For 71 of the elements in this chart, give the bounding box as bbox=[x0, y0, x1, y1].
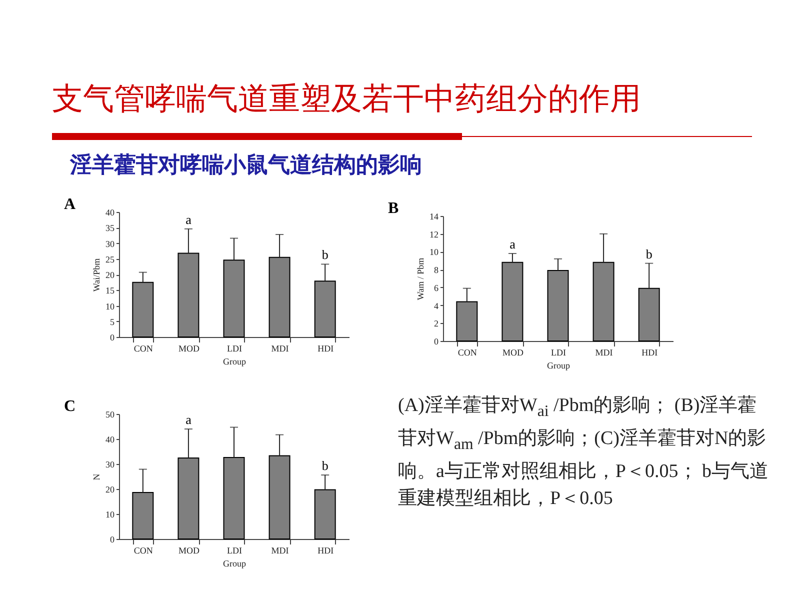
x-tick-label: MOD bbox=[178, 546, 200, 556]
y-tick-label: 40 bbox=[106, 434, 115, 444]
x-tick-label: MDI bbox=[595, 348, 613, 358]
x-tick-label: HDI bbox=[642, 348, 658, 358]
y-tick-label: 30 bbox=[106, 460, 115, 470]
text: 支气管哮喘气道重塑及若干中药组分的作用 bbox=[52, 80, 641, 119]
x-tick-label: MOD bbox=[178, 344, 200, 354]
annotation: a bbox=[186, 212, 192, 227]
y-tick-label: 15 bbox=[106, 286, 115, 296]
y-tick-label: 40 bbox=[106, 208, 115, 218]
x-tick-label: CON bbox=[134, 344, 154, 354]
bar bbox=[456, 301, 478, 342]
y-tick-label: 25 bbox=[106, 254, 115, 264]
y-tick-label: 10 bbox=[106, 301, 115, 312]
bar bbox=[547, 270, 569, 342]
y-axis-title: Wai/Pbm bbox=[92, 258, 102, 292]
y-tick-label: 0 bbox=[110, 534, 115, 544]
bar bbox=[178, 252, 200, 338]
x-tick-label: HDI bbox=[318, 546, 334, 556]
y-tick-label: 30 bbox=[106, 238, 115, 249]
y-tick-label: 20 bbox=[106, 270, 115, 280]
bar bbox=[502, 262, 524, 342]
y-axis-title: Wam / Pbm bbox=[416, 258, 426, 300]
y-tick-label: 4 bbox=[434, 300, 439, 311]
y-tick-label: 6 bbox=[434, 282, 439, 293]
annotation: b bbox=[322, 458, 328, 473]
x-tick-label: MOD bbox=[502, 348, 524, 358]
text: (A)淫羊藿苷对W$_{ai}$ /Pbm的影响； (B)淫羊藿苷对W$_{am}$ /Pbm的影响；(C)淫羊藿苷对N的影响。a与正常对照组相比，P＜0.05； b与气道重建模型组相比，P＜0.05 bbox=[398, 395, 768, 509]
x-tick-label: MDI bbox=[271, 344, 289, 354]
bar bbox=[178, 458, 200, 540]
bar bbox=[268, 256, 290, 338]
y-tick-label: 35 bbox=[106, 223, 115, 234]
y-tick-label: 10 bbox=[106, 510, 115, 520]
y-tick-label: 0 bbox=[434, 336, 439, 346]
x-tick-label: CON bbox=[134, 546, 154, 556]
y-tick-label: 50 bbox=[106, 410, 115, 420]
x-axis-title: Group bbox=[547, 360, 570, 370]
x-axis-title: Group bbox=[223, 356, 246, 366]
bar bbox=[268, 455, 290, 540]
y-tick-label: 12 bbox=[430, 229, 438, 240]
y-tick-label: 2 bbox=[434, 318, 438, 329]
bar bbox=[314, 280, 336, 338]
bar bbox=[314, 489, 336, 540]
bar bbox=[223, 260, 245, 338]
annotation: a bbox=[510, 236, 516, 252]
annotation: b bbox=[322, 247, 328, 262]
bar bbox=[132, 492, 154, 540]
x-tick-label: LDI bbox=[227, 546, 242, 556]
x-tick-label: LDI bbox=[227, 344, 242, 354]
y-tick-label: 10 bbox=[430, 247, 439, 258]
y-axis-title: N bbox=[92, 473, 102, 480]
x-tick-label: LDI bbox=[551, 348, 566, 358]
annotation: b bbox=[646, 246, 652, 262]
y-tick-label: 20 bbox=[106, 484, 115, 494]
y-tick-label: 5 bbox=[110, 316, 115, 327]
bar bbox=[223, 457, 245, 540]
chart-title: C bbox=[64, 398, 76, 415]
y-tick-label: 0 bbox=[110, 332, 115, 342]
x-axis-title: Group bbox=[223, 558, 246, 568]
bar bbox=[132, 282, 154, 338]
bar bbox=[592, 262, 614, 342]
y-tick-label: 8 bbox=[434, 265, 439, 276]
bar bbox=[638, 288, 660, 342]
text: 淫羊藿苷对哮喘小鼠气道结构的影响 bbox=[70, 152, 422, 180]
x-tick-label: CON bbox=[458, 348, 478, 358]
annotation: a bbox=[186, 412, 192, 427]
x-tick-label: HDI bbox=[318, 344, 334, 354]
x-tick-label: MDI bbox=[271, 546, 289, 556]
chart-title: B bbox=[388, 200, 399, 217]
y-tick-label: 14 bbox=[430, 212, 439, 222]
chart-title: A bbox=[64, 196, 76, 213]
